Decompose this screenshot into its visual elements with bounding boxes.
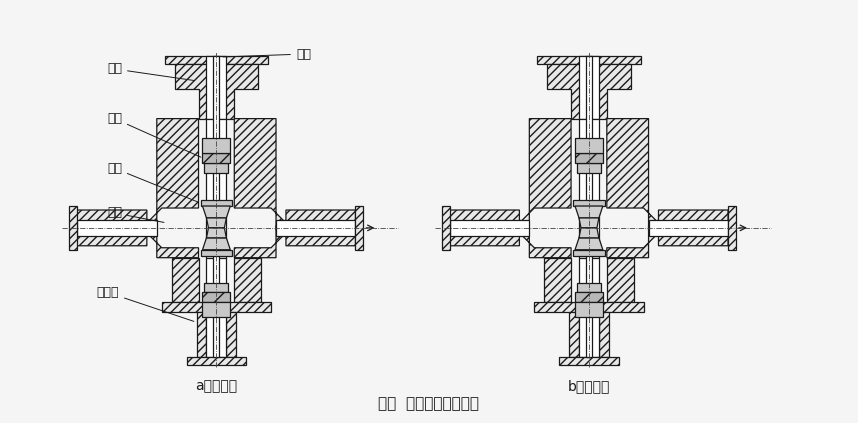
Polygon shape [575,138,603,154]
Bar [586,56,592,357]
Polygon shape [207,56,227,118]
Polygon shape [579,118,599,258]
Text: 阀杆: 阀杆 [223,47,311,60]
Polygon shape [202,292,230,302]
Text: 阀芯: 阀芯 [107,112,201,157]
Polygon shape [547,64,631,118]
Polygon shape [577,283,601,292]
Polygon shape [162,302,271,312]
Polygon shape [569,312,579,357]
Bar [214,56,220,357]
Polygon shape [607,258,634,302]
Polygon shape [204,283,228,292]
Polygon shape [599,312,609,357]
Polygon shape [202,154,230,163]
Text: 图一  三通调节阀结构图: 图一 三通调节阀结构图 [378,396,480,411]
Polygon shape [519,118,571,258]
Polygon shape [559,357,619,365]
Polygon shape [207,218,227,228]
Polygon shape [186,357,246,365]
Polygon shape [172,258,198,302]
Polygon shape [276,210,355,246]
Polygon shape [573,200,605,206]
Polygon shape [202,238,230,250]
Polygon shape [202,302,230,317]
Polygon shape [207,312,227,357]
Polygon shape [537,56,641,64]
Polygon shape [207,228,227,238]
Polygon shape [579,228,599,238]
Text: 阀座: 阀座 [107,162,198,202]
Polygon shape [535,302,644,312]
Polygon shape [577,163,601,173]
Polygon shape [207,258,227,302]
Polygon shape [234,118,286,258]
Polygon shape [579,56,599,118]
Polygon shape [442,206,450,250]
Polygon shape [276,220,355,236]
Text: 连接管: 连接管 [97,286,194,321]
Polygon shape [579,312,599,357]
Polygon shape [202,206,230,218]
Polygon shape [649,210,728,246]
Polygon shape [728,206,736,250]
Polygon shape [196,312,207,357]
Polygon shape [234,258,261,302]
Polygon shape [579,218,599,228]
Polygon shape [575,238,603,250]
Polygon shape [579,258,599,302]
Polygon shape [544,258,571,302]
Polygon shape [573,250,605,256]
Polygon shape [450,220,529,236]
Text: b）分流阀: b）分流阀 [568,379,610,393]
Polygon shape [202,138,230,154]
Polygon shape [649,220,728,236]
Polygon shape [147,118,198,258]
Polygon shape [175,64,258,118]
Text: 阀盖: 阀盖 [107,63,194,80]
Text: 阀体: 阀体 [107,206,164,222]
Polygon shape [201,200,233,206]
Polygon shape [77,220,157,236]
Polygon shape [355,206,364,250]
Polygon shape [201,250,233,256]
Polygon shape [450,210,529,246]
Polygon shape [69,206,77,250]
Polygon shape [204,163,228,173]
Polygon shape [227,312,236,357]
Polygon shape [607,118,658,258]
Polygon shape [575,154,603,163]
Polygon shape [575,292,603,302]
Polygon shape [575,206,603,218]
Polygon shape [207,118,227,258]
Polygon shape [165,56,268,64]
Polygon shape [77,210,157,246]
Text: a）合流阀: a）合流阀 [196,379,238,393]
Polygon shape [575,302,603,317]
